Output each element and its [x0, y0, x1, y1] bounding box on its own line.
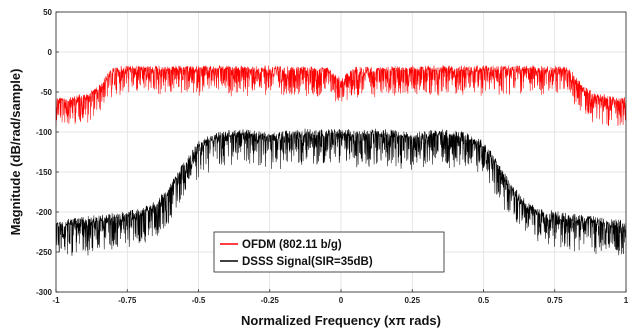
y-tick-label: -250 — [36, 248, 53, 257]
y-tick-label: -50 — [40, 88, 52, 97]
y-tick-labels: 50 0 -50 -100 -150 -200 -250 -300 — [36, 8, 59, 297]
x-tick-label: -0.75 — [118, 296, 137, 305]
y-tick-label: -300 — [36, 288, 53, 297]
y-axis-title: Magnitude (dB/rad/sample) — [8, 69, 23, 236]
series-layer — [55, 64, 627, 256]
y-tick-label: 0 — [48, 48, 53, 57]
x-tick-label: 0 — [339, 296, 344, 305]
x-tick-labels: -1 -0.75 -0.5 -0.25 0 0.25 0.5 0.75 1 — [52, 289, 629, 305]
x-tick-label: 0.5 — [478, 296, 490, 305]
y-tick-label: -200 — [36, 208, 53, 217]
series-line-0 — [55, 64, 627, 127]
series-line-1 — [55, 128, 627, 256]
x-axis-title: Normalized Frequency (xπ rads) — [241, 313, 441, 328]
legend-label-dsss: DSSS Signal(SIR=35dB) — [242, 256, 373, 268]
legend: OFDM (802.11 b/g) DSSS Signal(SIR=35dB) — [213, 231, 445, 273]
y-tick-label: -150 — [36, 168, 53, 177]
y-tick-label: -100 — [36, 128, 53, 137]
legend-box — [213, 231, 445, 273]
x-tick-label: -1 — [52, 296, 60, 305]
x-tick-label: 1 — [624, 296, 629, 305]
y-tick-label: 50 — [43, 8, 52, 17]
x-tick-label: 0.75 — [547, 296, 563, 305]
legend-label-ofdm: OFDM (802.11 b/g) — [242, 239, 342, 251]
x-tick-label: -0.25 — [261, 296, 280, 305]
x-tick-label: 0.25 — [404, 296, 420, 305]
x-tick-label: -0.5 — [192, 296, 206, 305]
